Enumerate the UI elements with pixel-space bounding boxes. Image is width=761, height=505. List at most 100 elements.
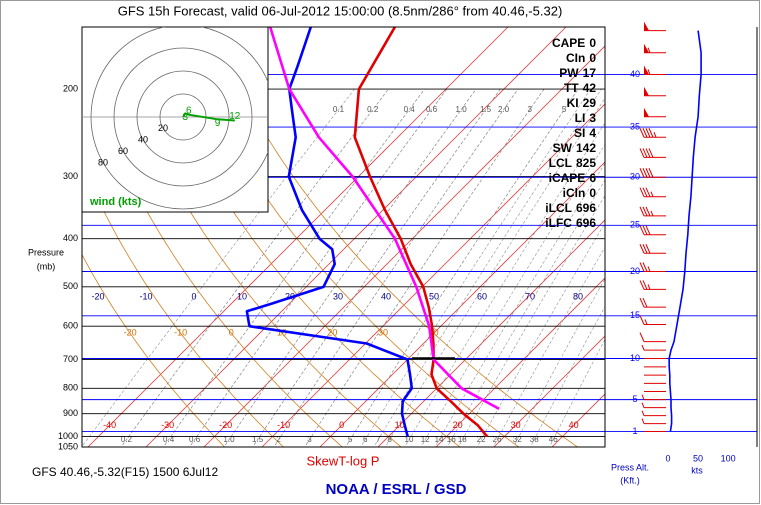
index-label: PW 17 [559, 66, 596, 80]
index-value: 696 [576, 216, 596, 230]
y-axis-label: (mb) [37, 261, 56, 271]
isotherm-label: 0 [339, 420, 344, 430]
barb-staff [639, 297, 666, 308]
index-name: TT [564, 81, 579, 95]
index-label: LCL 825 [549, 156, 597, 170]
temp-label: 50 [429, 291, 439, 301]
isotherm-label: 20 [453, 420, 463, 430]
barb-pennant [644, 107, 649, 117]
index-name: KI [567, 96, 579, 110]
mixing-ratio-label: 26 [493, 435, 502, 444]
index-value: 825 [576, 156, 596, 170]
wind-tick-label: 50 [693, 453, 703, 463]
y-tick-label: 500 [63, 281, 78, 291]
sounding-trace [245, 26, 414, 437]
wind-barb [641, 410, 666, 417]
isotherm [203, 45, 605, 447]
height-tick-label: 15 [630, 310, 640, 320]
barb-staff [641, 394, 666, 401]
temp-label: 40 [381, 291, 391, 301]
height-tick-label: 20 [630, 266, 640, 276]
index-name: iCAPE [549, 171, 586, 185]
mixing-ratio-label: 5 [562, 105, 567, 114]
mixing-ratio-label: 18 [458, 435, 467, 444]
hodo-ring-label: 20 [158, 123, 168, 133]
wind-barb [639, 332, 666, 343]
mixing-ratio-label: 16 [447, 435, 456, 444]
temp-label: 10 [237, 291, 247, 301]
index-label: KI 29 [567, 96, 597, 110]
wind-barb [639, 244, 666, 254]
hodo-ring [90, 27, 268, 210]
mixing-ratio-line [223, 88, 477, 447]
wind-barb [639, 148, 666, 158]
index-name: SW [553, 141, 573, 155]
barb-staff [639, 244, 666, 254]
isotherm [435, 277, 605, 447]
height-tick-label: 30 [630, 172, 640, 182]
mixing-ratio-line [549, 338, 605, 447]
barb-pennant [644, 21, 649, 31]
index-name: iLFC [545, 216, 572, 230]
isotherm-label: -40 [103, 420, 116, 430]
mixing-ratio-line [189, 88, 448, 447]
dry-adiabat-label: 0 [229, 328, 234, 338]
wind-barb [641, 394, 666, 401]
hodo-ring [113, 47, 253, 187]
mixing-ratio-label: 10 [405, 435, 414, 444]
mixing-ratio-line [345, 88, 579, 447]
hodograph: 20 40 60 80 36 9 12 [82, 27, 268, 210]
hodo-km-label: 6 [186, 105, 192, 116]
wind-axis-label: kts [691, 465, 703, 475]
y-tick-label: 200 [63, 83, 78, 93]
barb-staff [641, 410, 666, 417]
hodo-km-label: 9 [215, 118, 221, 129]
y-tick-label: 700 [63, 354, 78, 364]
x-axis-label: SkewT-log P [307, 453, 380, 468]
barb-staff [639, 332, 666, 343]
y-tick-label: 1000 [58, 431, 78, 441]
footer-center: NOAA / ESRL / GSD [326, 481, 467, 498]
mixing-ratio-label: 1.5 [480, 105, 492, 114]
isotherm-label: 10 [395, 420, 405, 430]
mixing-ratio-line [304, 88, 545, 447]
barb-staff [639, 187, 666, 198]
temp-label: 0 [191, 291, 196, 301]
mixing-ratio-label: 22 [477, 435, 486, 444]
mixing-ratio-label: 2.0 [498, 105, 510, 114]
hodo-ring-label: 40 [138, 134, 148, 144]
mixing-ratio-line [513, 278, 605, 447]
mixing-ratio-label: 0.2 [367, 105, 379, 114]
index-name: iLCL [545, 201, 572, 215]
height-tick-label: 25 [630, 220, 640, 230]
hodo-label: wind (kts) [89, 196, 142, 208]
mixing-ratio-label: 0.4 [404, 105, 416, 114]
height-tick-label: 10 [630, 353, 640, 363]
mixing-ratio-label: 46 [549, 435, 558, 444]
index-label: iCln 0 [563, 186, 597, 200]
height-axis-label: (Kft.) [620, 475, 640, 485]
mixing-ratio-label: 0.1 [333, 105, 345, 114]
height-tick-label: 40 [630, 69, 640, 79]
isotherm [493, 335, 605, 447]
dry-adiabat-label: 10 [277, 328, 287, 338]
mixing-ratio-label: 12 [421, 435, 430, 444]
mixing-ratio-label: 8 [387, 435, 392, 444]
isotherm [87, 27, 509, 447]
wind-barb [639, 168, 666, 178]
index-value: 3 [589, 111, 596, 125]
barb-staff [641, 418, 666, 425]
chart-title: GFS 15h Forecast, valid 06-Jul-2012 15:0… [118, 3, 563, 18]
mixing-ratio-label: 14 [435, 435, 444, 444]
y-tick-label: 300 [63, 171, 78, 181]
isotherm-label: 40 [569, 420, 579, 430]
index-value: 696 [576, 201, 596, 215]
index-label: SW 142 [553, 141, 597, 155]
y-axis-label: Pressure [28, 247, 64, 257]
index-name: SI [574, 126, 585, 140]
wind-barb [639, 315, 666, 325]
dry-adiabat-label: 20 [327, 328, 337, 338]
barb-staff [639, 148, 666, 158]
wind-barb [639, 280, 666, 290]
isotherm [261, 103, 605, 447]
